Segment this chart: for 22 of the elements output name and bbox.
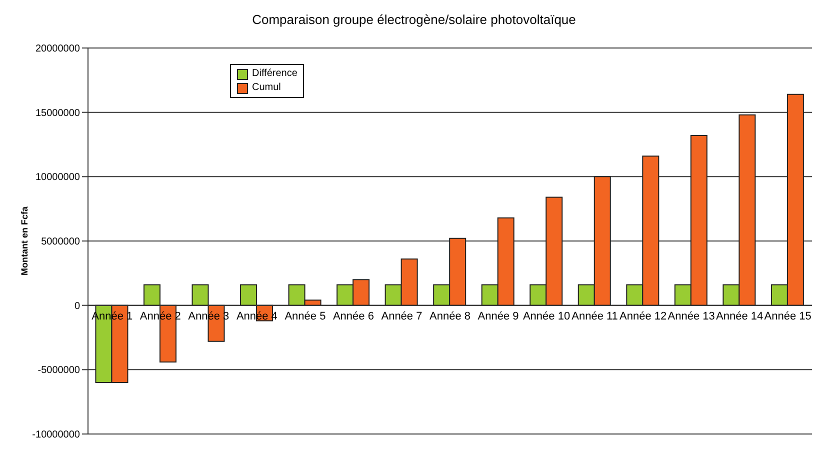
y-tick-label: 20000000 [36,44,80,55]
legend-label: Cumul [252,81,281,95]
x-tick-label: Année 9 [478,310,519,322]
y-tick-label: 0 [74,300,80,312]
legend-label: Différence [252,67,298,81]
x-tick-label: Année 12 [620,310,667,322]
x-tick-label: Année 8 [430,310,470,322]
x-tick-label: Année 6 [332,310,374,322]
y-tick-label: -10000000 [32,430,80,441]
y-tick-label: 10000000 [36,172,80,184]
y-tick-label: 15000000 [36,108,80,119]
y-axis-title: Montant en Fcfa [19,206,29,276]
x-tick-label: Année 15 [764,310,812,322]
chart-title: Comparaison groupe électrogène/solaire photovoltaïque [251,12,577,27]
x-tick-label: Année 5 [284,310,326,322]
y-tick-label: -5000000 [38,365,80,376]
x-tick-label: Année 13 [668,310,715,322]
x-tick-label: Année 11 [572,310,618,322]
x-tick-label: Année 7 [381,310,422,322]
y-tick-label: 5000000 [41,236,80,248]
x-tick-label: Année 14 [716,310,764,322]
x-tick-label: Année 10 [522,310,570,322]
